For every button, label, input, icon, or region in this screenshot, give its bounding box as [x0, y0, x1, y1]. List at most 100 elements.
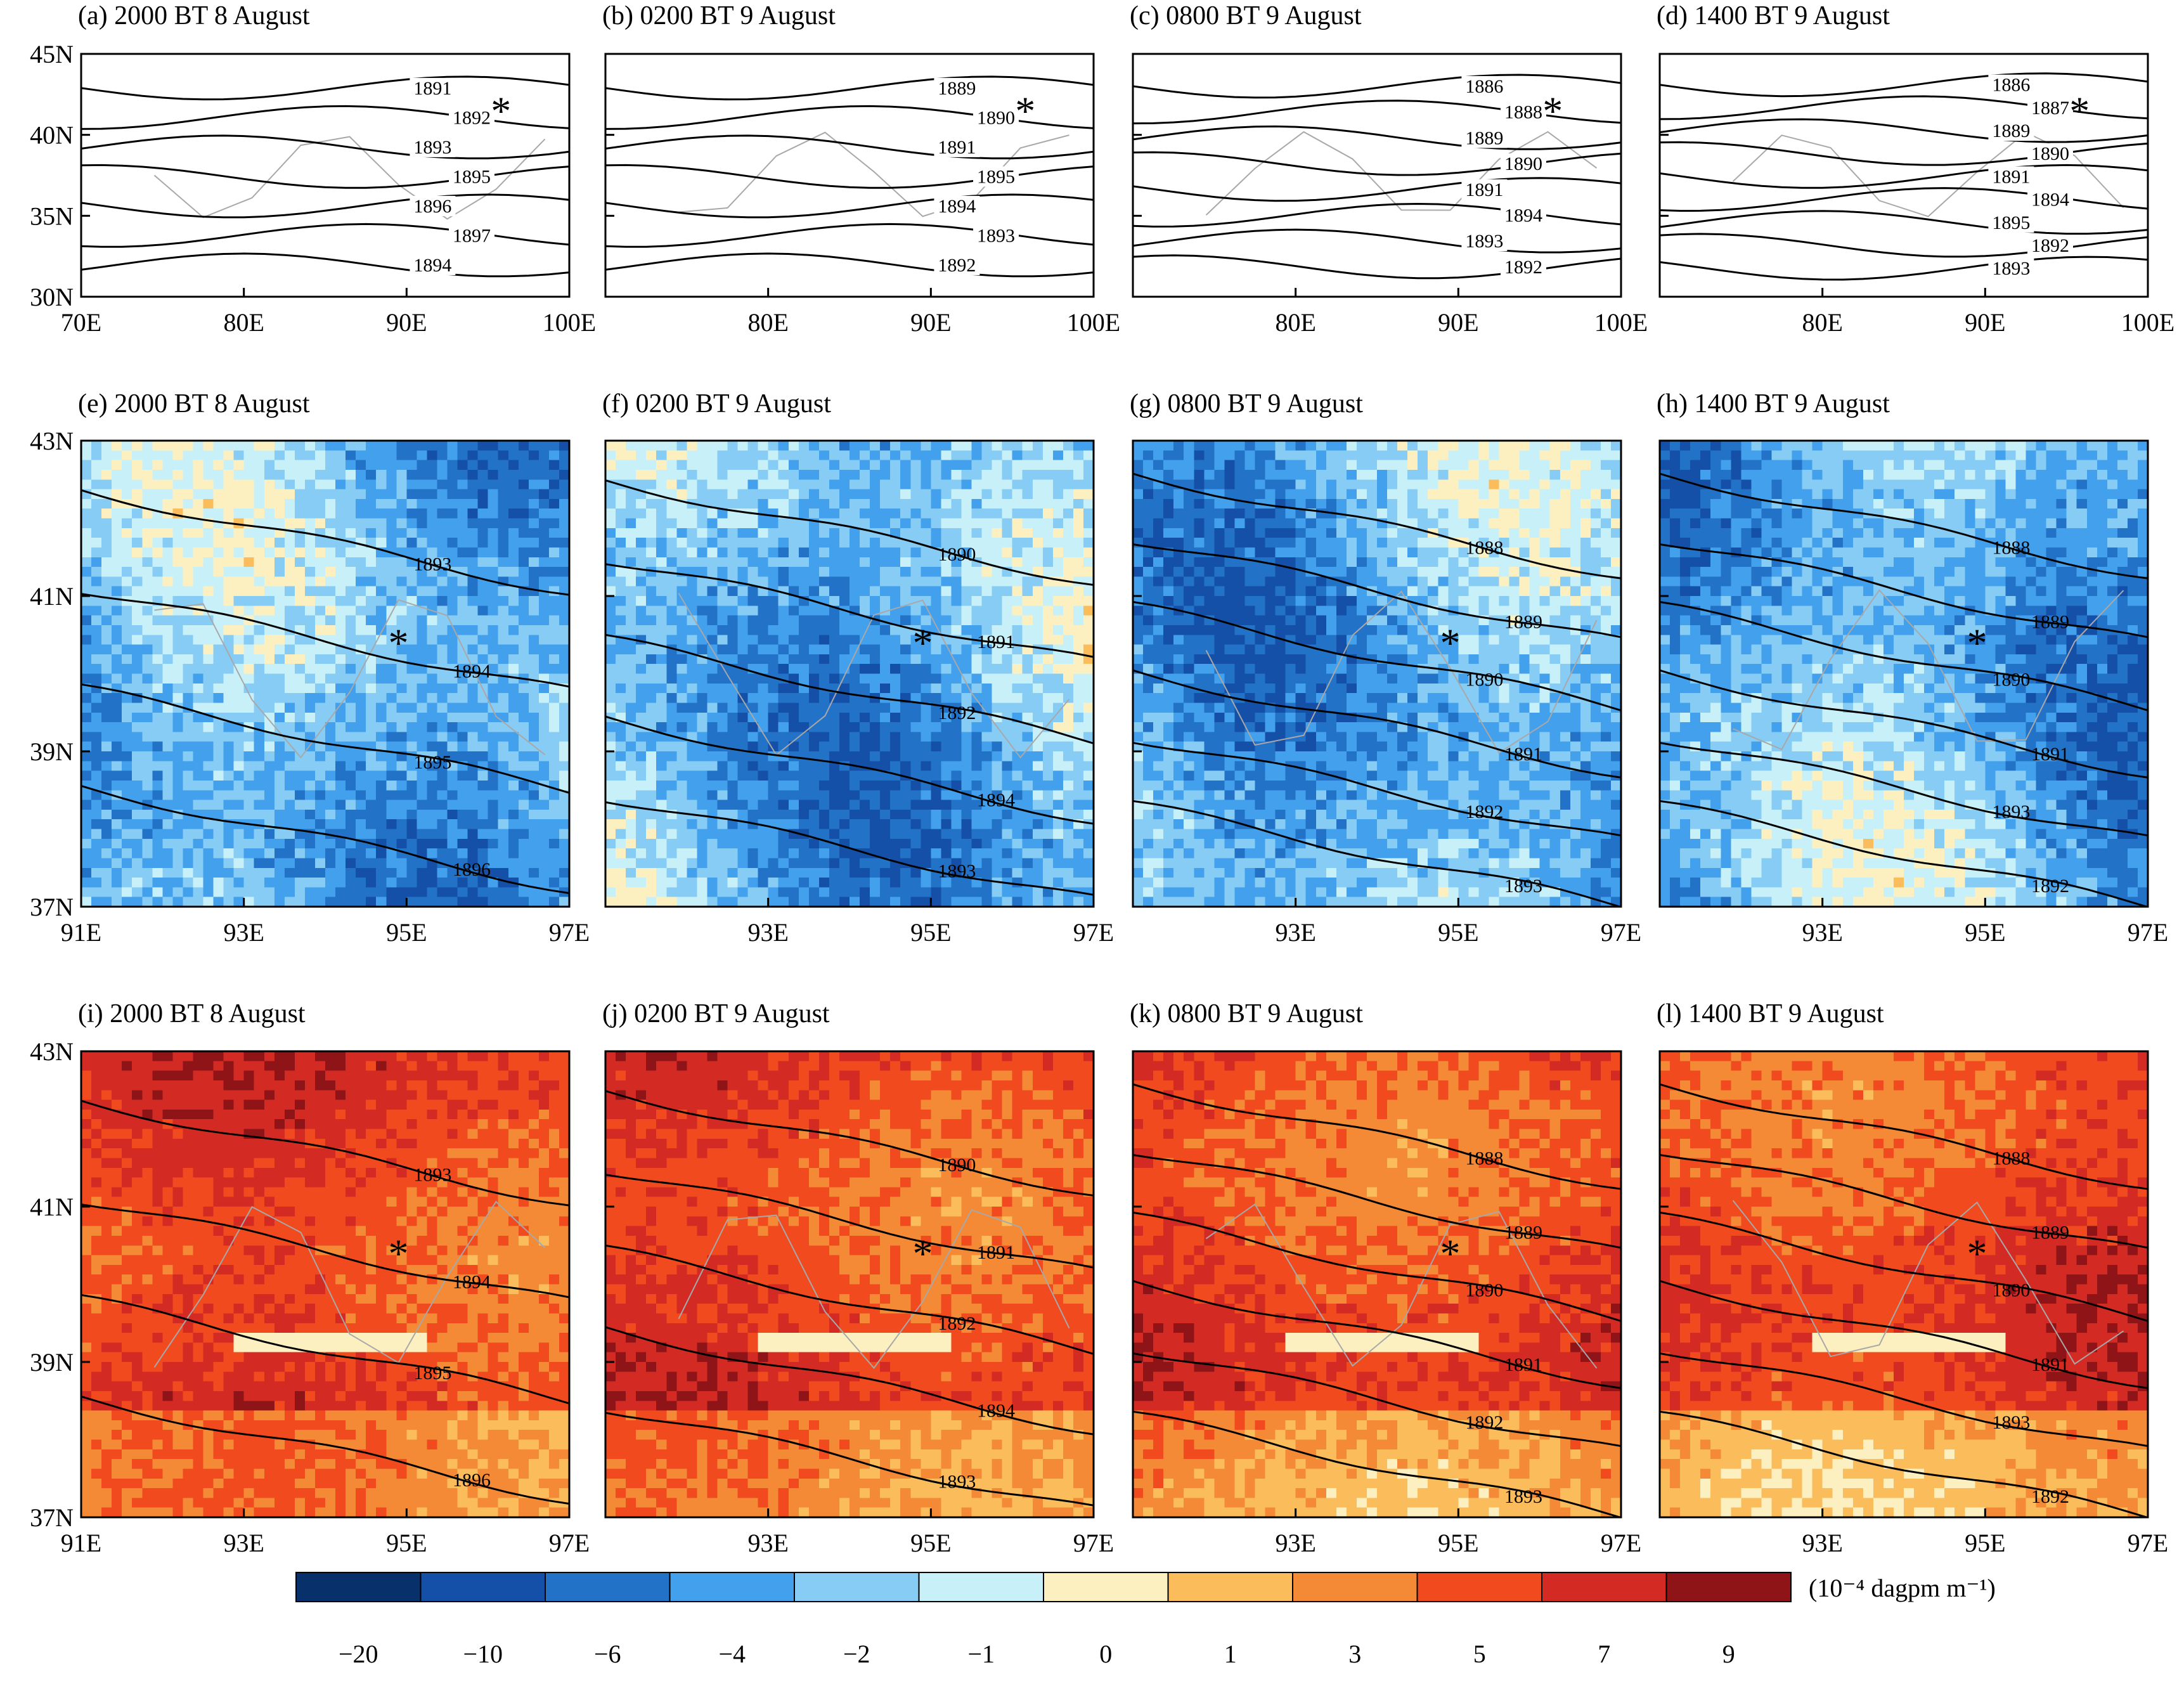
heatmap-cell [448, 538, 458, 548]
heatmap-cell [417, 509, 427, 519]
heatmap-cell [529, 587, 540, 597]
heatmap-cell [81, 693, 92, 703]
heatmap-cell [478, 722, 489, 732]
heatmap-cell [244, 674, 255, 684]
heatmap-cell [676, 557, 687, 567]
contour-line [81, 165, 569, 188]
heatmap-cell [498, 800, 509, 810]
heatmap-cell [549, 819, 560, 829]
heatmap-cell [264, 703, 275, 713]
heatmap-cell [275, 509, 285, 519]
heatmap-cell [214, 868, 224, 878]
heatmap-cell [1043, 897, 1054, 907]
heatmap-cell [768, 547, 779, 557]
heatmap-cell [666, 587, 677, 597]
heatmap-cell [172, 528, 183, 538]
heatmap-cell [376, 693, 387, 703]
heatmap-cell [325, 751, 336, 762]
heatmap-cell [335, 751, 346, 762]
heatmap-cell [880, 674, 891, 684]
heatmap-cell [1073, 567, 1084, 577]
heatmap-cell [396, 606, 407, 616]
heatmap-cell [789, 654, 799, 664]
heatmap-cell [1083, 489, 1094, 500]
heatmap-cell [900, 460, 911, 470]
heatmap-cell [921, 664, 931, 674]
heatmap-cell [112, 479, 122, 489]
heatmap-cell [1033, 460, 1044, 470]
heatmap-cell [183, 839, 193, 849]
heatmap-cell [539, 547, 550, 557]
heatmap-cell [468, 693, 479, 703]
heatmap-cell [81, 519, 92, 529]
heatmap-cell [900, 781, 911, 791]
heatmap-cell [951, 509, 962, 519]
heatmap-cell [448, 897, 458, 907]
heatmap-cell [396, 674, 407, 684]
heatmap-cell [448, 645, 458, 655]
heatmap-cell [636, 654, 647, 664]
heatmap-cell [1002, 703, 1013, 713]
heatmap-cell [758, 499, 769, 509]
heatmap-cell [275, 557, 285, 567]
heatmap-cell [860, 674, 870, 684]
heatmap-cell [605, 567, 616, 577]
heatmap-cell [417, 781, 427, 791]
heatmap-cell [636, 499, 647, 509]
heatmap-cell [366, 858, 377, 868]
heatmap-cell [961, 567, 972, 577]
heatmap-cell [498, 470, 509, 480]
heatmap-cell [992, 781, 1003, 791]
heatmap-cell [376, 800, 387, 810]
contour-line [1133, 178, 1621, 201]
heatmap-cell [122, 848, 132, 859]
heatmap-cell [396, 460, 407, 470]
heatmap-cell [498, 839, 509, 849]
heatmap-cell [162, 538, 173, 548]
heatmap-cell [1468, 441, 1479, 451]
heatmap-cell [91, 848, 102, 859]
heatmap-cell [508, 790, 519, 800]
heatmap-cell [626, 616, 636, 626]
heatmap-cell [366, 771, 377, 781]
heatmap-cell [972, 771, 983, 781]
heatmap-cell [295, 810, 306, 820]
heatmap-cell [122, 557, 132, 567]
heatmap-cell [539, 761, 550, 771]
heatmap-cell [539, 742, 550, 752]
heatmap-cell [417, 625, 427, 635]
heatmap-cell [275, 489, 285, 500]
heatmap-cell [636, 810, 647, 820]
heatmap-cell [162, 722, 173, 732]
heatmap-cell [860, 800, 870, 810]
heatmap-cell [839, 470, 850, 480]
heatmap-cell [707, 751, 718, 762]
heatmap-cell [386, 693, 397, 703]
contour-line [1660, 257, 2148, 280]
heatmap-cell [1073, 858, 1084, 868]
heatmap-cell [234, 557, 245, 567]
heatmap-cell [285, 742, 295, 752]
heatmap-cell [417, 441, 427, 451]
heatmap-cell [626, 878, 636, 888]
heatmap-cell [809, 489, 820, 500]
heatmap-cell [356, 781, 366, 791]
heatmap-cell [809, 470, 820, 480]
heatmap-cell [687, 664, 697, 674]
heatmap-cell [748, 829, 759, 839]
heatmap-cell [829, 460, 840, 470]
heatmap-cell [1002, 547, 1013, 557]
heatmap-cell [951, 441, 962, 451]
heatmap-cell [549, 635, 560, 645]
heatmap-cell [616, 858, 626, 868]
heatmap-cell [605, 654, 616, 664]
heatmap-cell [1033, 557, 1044, 567]
heatmap-cell [224, 664, 235, 674]
heatmap-cell [626, 829, 636, 839]
heatmap-cell [1428, 441, 1438, 451]
heatmap-cell [478, 713, 489, 723]
heatmap-cell [508, 800, 519, 810]
heatmap-cell [315, 800, 326, 810]
heatmap-cell [890, 722, 901, 732]
heatmap-cell [1357, 460, 1367, 470]
